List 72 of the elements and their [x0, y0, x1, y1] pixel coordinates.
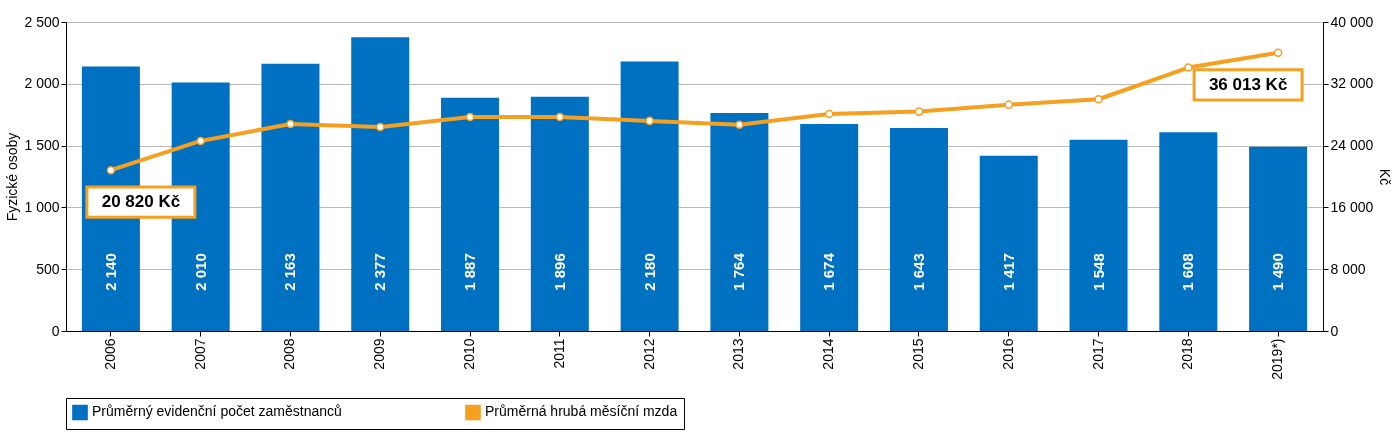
- bar: [1159, 132, 1218, 331]
- point: [1184, 63, 1193, 72]
- y-axis-title: Fyzické osoby: [4, 132, 21, 222]
- x-tick-label: 2013: [730, 338, 747, 370]
- point: [824, 109, 834, 119]
- point: [555, 112, 565, 122]
- legend-label: Průměrná hrubá měsíční mzda: [485, 403, 678, 420]
- y-tick-label: 0: [51, 322, 60, 339]
- data-label: 2 377: [371, 253, 389, 291]
- point: [196, 136, 205, 146]
- y2-tick-label: 16 000: [1330, 198, 1374, 215]
- x-tick-label: 2008: [281, 338, 298, 370]
- point: [106, 165, 116, 175]
- bar: [1069, 139, 1128, 331]
- bar: [530, 96, 589, 331]
- x-tick-label: 2015: [909, 338, 926, 370]
- y2-tick-label: 0: [1330, 322, 1339, 339]
- data-label: 2 163: [281, 253, 299, 291]
- y2-axis-title: Kč: [1377, 168, 1394, 186]
- point: [375, 122, 385, 132]
- data-label: 2 180: [640, 253, 658, 291]
- data-label: 1 896: [550, 253, 568, 291]
- y-tick-label: 2 500: [24, 13, 60, 30]
- point: [914, 107, 924, 116]
- data-label: 1 417: [999, 253, 1017, 291]
- data-label: 1 887: [461, 253, 479, 291]
- data-label: 1 764: [730, 252, 748, 291]
- x-tick-label: 2011: [550, 338, 567, 369]
- bar: [620, 61, 679, 331]
- legend-label: Průměrný evidenční počet zaměstnanců: [92, 403, 342, 420]
- bar: [351, 37, 410, 331]
- data-label: 1 643: [909, 253, 927, 291]
- y-tick-label: 2 000: [24, 75, 60, 92]
- point: [1273, 48, 1283, 58]
- data-label: 36 013 Kč: [1208, 74, 1288, 94]
- x-tick-label: 2017: [1089, 338, 1106, 370]
- point: [1094, 94, 1103, 104]
- data-label: 20 820 Kč: [101, 192, 181, 212]
- x-tick-label: 2010: [461, 338, 478, 370]
- x-tick-label: 2016: [999, 338, 1016, 370]
- point: [286, 119, 295, 129]
- bar: [441, 97, 500, 331]
- bar: [979, 155, 1038, 331]
- data-label: 1 548: [1089, 253, 1107, 291]
- data-label: 2 010: [191, 253, 209, 291]
- point: [1004, 100, 1014, 109]
- x-tick-label: 2006: [101, 338, 118, 370]
- point: [735, 120, 744, 130]
- x-tick-label: 2012: [640, 338, 657, 370]
- data-label: 2 140: [101, 253, 119, 291]
- y-tick-label: 500: [36, 260, 60, 277]
- point: [465, 112, 475, 122]
- data-label: 1 490: [1269, 253, 1287, 291]
- data-label: 1 608: [1179, 253, 1197, 291]
- x-tick-label: 2007: [191, 338, 208, 370]
- x-tick-label: 2019*): [1269, 338, 1286, 380]
- y2-tick-label: 24 000: [1330, 137, 1374, 154]
- bar: [889, 127, 948, 331]
- bar: [800, 124, 859, 331]
- y-tick-label: 1 500: [24, 137, 60, 154]
- x-tick-label: 2009: [371, 338, 388, 370]
- x-tick-label: 2014: [820, 338, 837, 370]
- bar: [1249, 146, 1308, 331]
- x-tick-label: 2018: [1179, 338, 1196, 370]
- y2-tick-label: 40 000: [1330, 13, 1374, 30]
- point: [645, 116, 654, 126]
- y2-tick-label: 32 000: [1330, 75, 1374, 92]
- y2-tick-label: 8 000: [1330, 260, 1366, 277]
- bar: [710, 112, 769, 331]
- bar: [261, 63, 320, 331]
- data-label: 1 674: [820, 252, 838, 291]
- y-tick-label: 1 000: [24, 198, 60, 215]
